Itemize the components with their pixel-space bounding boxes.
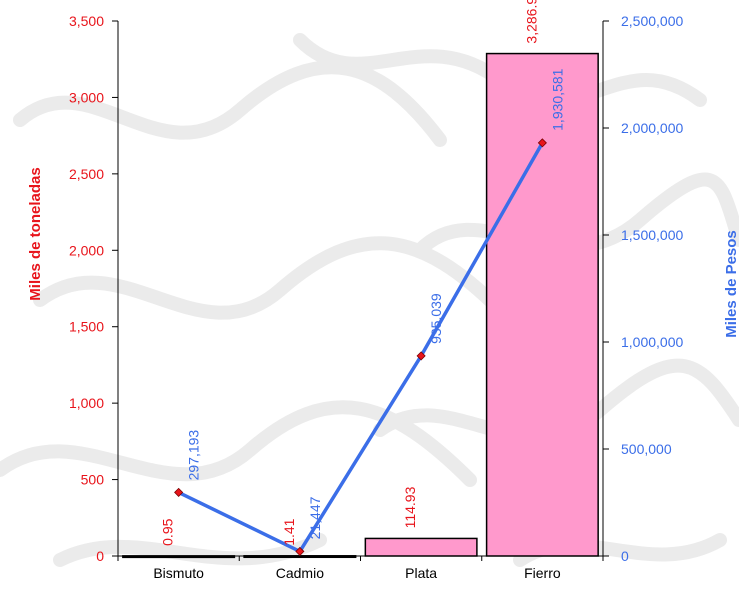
value-line (174, 138, 547, 556)
bar-value-label: 114.93 (402, 486, 418, 528)
series-line (177, 141, 544, 554)
data-labels: 0.95 1.41 114.93 3,286.97 297,193 21,447 935,0… (160, 0, 566, 546)
bar-cadmio (243, 555, 357, 559)
y-axis-title-left: Miles de toneladas (27, 167, 44, 300)
x-tick-label: Plata (405, 565, 437, 581)
line-value-label: 935,039 (428, 293, 444, 344)
bar-value-label: 0.95 (160, 518, 176, 545)
y-tick-label-left: 500 (81, 472, 105, 488)
y-tick-label-left: 2,000 (69, 242, 104, 258)
y-tick-label-left: 1,500 (69, 319, 104, 335)
line-value-label: 21,447 (307, 496, 323, 539)
line-point-marker (537, 138, 547, 148)
line-value-label: 1,930,581 (549, 68, 565, 130)
x-tick-label: Fierro (524, 565, 561, 581)
y-tick-label-left: 3,500 (69, 13, 104, 29)
line-point-marker (295, 546, 305, 556)
bar-fierro (485, 52, 599, 557)
bar-value-label: 3,286.97 (523, 0, 539, 44)
bar-plata (364, 537, 478, 557)
y-tick-label-right: 0 (621, 548, 629, 564)
line-point-marker (174, 487, 184, 497)
y-tick-label-right: 500,000 (621, 441, 672, 457)
y-tick-label-right: 1,500,000 (621, 227, 683, 243)
y-tick-label-right: 2,000,000 (621, 120, 683, 136)
x-tick-label: Cadmio (276, 565, 324, 581)
y-tick-label-left: 1,000 (69, 395, 104, 411)
y-tick-label-right: 1,000,000 (621, 334, 683, 350)
x-tick-label: Bismuto (153, 565, 204, 581)
bars (122, 52, 599, 559)
y-tick-label-right: 2,500,000 (621, 13, 683, 29)
line-value-label: 297,193 (186, 430, 202, 481)
y-tick-label-left: 0 (96, 548, 104, 564)
y-tick-label-left: 2,500 (69, 166, 104, 182)
y-axis-title-right: Miles de Pesos (723, 230, 739, 338)
bar-value-label: 1.41 (281, 518, 297, 545)
y-tick-label-left: 3,000 (69, 89, 104, 105)
bar-bismuto (122, 555, 236, 559)
line-point-marker (416, 351, 426, 361)
